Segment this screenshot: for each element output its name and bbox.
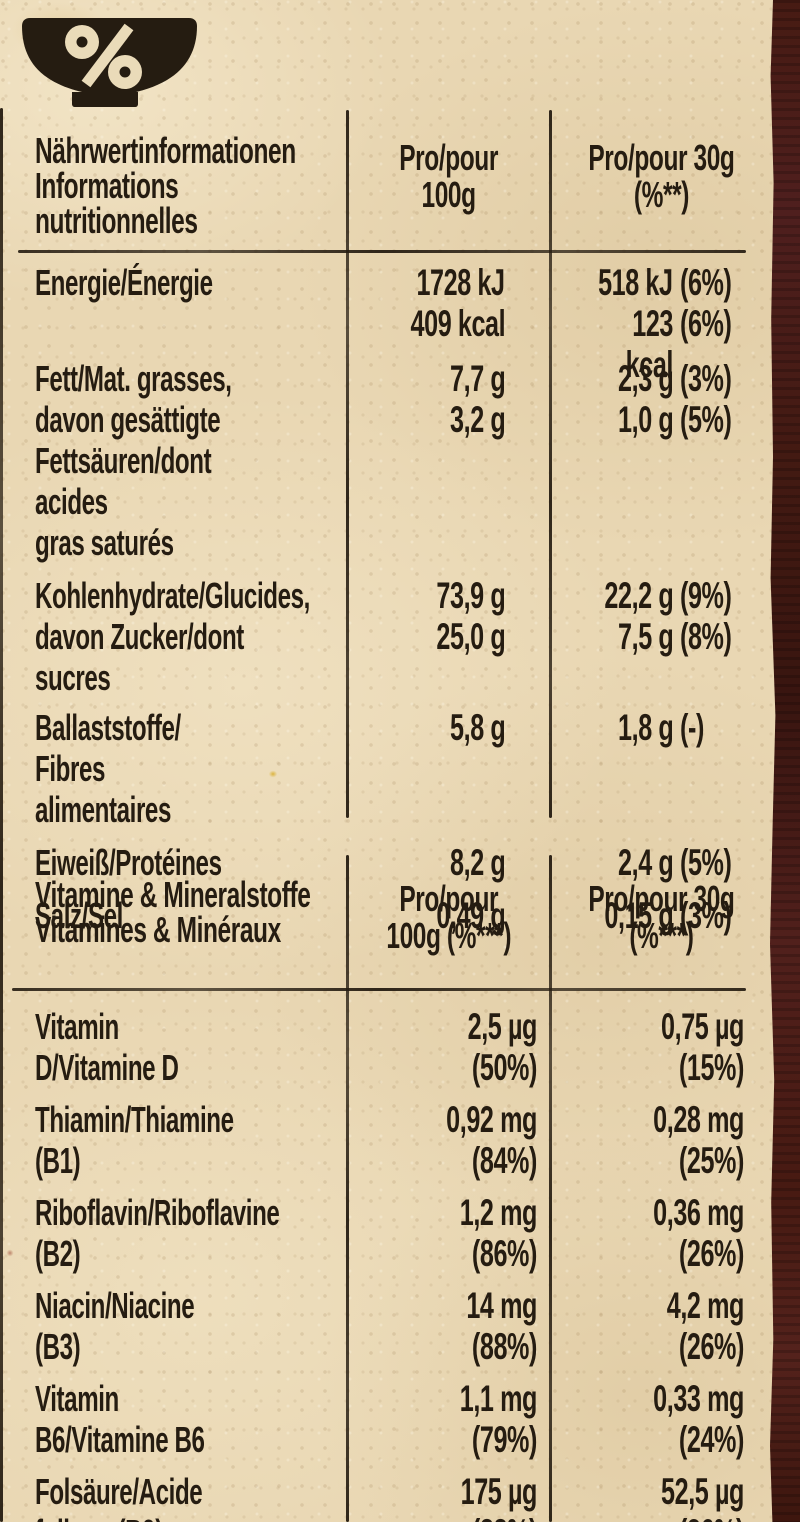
- value-per-30g-percent: (3%): [680, 358, 732, 399]
- table-row-vitamin-d: Vitamin D/Vitamine D 2,5 µg (50%) 0,75 µ…: [0, 1006, 772, 1088]
- value-per-30g: 0,75 µg (15%): [661, 1006, 744, 1088]
- value-per-100g: 0,92 mg (84%): [446, 1099, 537, 1181]
- vitamins-table-title: Vitamine & Mineralstoffe Vitamines & Min…: [35, 874, 440, 950]
- value-per-30g: 518 kJ: [598, 262, 673, 303]
- table-row-fibre: Ballaststoffe/ Fibres alimentaires 5,8 g…: [0, 707, 772, 830]
- value-per-30g-percent: (6%): [680, 303, 732, 344]
- table-row-energy: Energie/Énergie 1728 kJ 409 kcal 518 kJ(…: [0, 262, 772, 385]
- value-per-30g: 2,3 g: [617, 358, 674, 399]
- value-per-100g: 0,49 g: [436, 895, 505, 936]
- table-row-thiamin: Thiamin/Thiamine (B1) 0,92 mg (84%) 0,28…: [0, 1099, 772, 1181]
- percent-bowl-icon: [22, 18, 197, 107]
- value-per-100g: 8,2 g: [449, 842, 506, 883]
- value-per-30g-percent: (3%): [680, 895, 732, 936]
- value-per-30g-percent: (6%): [680, 262, 732, 303]
- value-per-30g: 0,28 mg (25%): [653, 1099, 744, 1181]
- nutrition-table-title-text: Nährwertinformationen Informations nutri…: [35, 130, 296, 241]
- column-divider-4: [549, 855, 552, 1522]
- table-row-vitamin-b6: Vitamin B6/Vitamine B6 1,1 mg (79%) 0,33…: [0, 1378, 772, 1460]
- package-edge-strip: [770, 0, 800, 1522]
- per-30g-header: Pro/pour 30g (%**): [550, 139, 772, 213]
- nutrition-table-title: Nährwertinformationen Informations nutri…: [35, 130, 418, 241]
- value-per-100g: 5,8 g: [449, 707, 506, 748]
- value-per-100g: 25,0 g: [436, 616, 505, 657]
- row-label: Fett/Mat. grasses, davon gesättigte Fett…: [35, 358, 232, 563]
- value-per-30g-percent: (5%): [680, 399, 732, 440]
- table-row-folic-acid: Folsäure/Acide folique (B9) 175 µg (88%)…: [0, 1471, 772, 1522]
- row-label: Energie/Énergie: [35, 262, 213, 303]
- per-30g-header-text: Pro/pour 30g (%**): [587, 137, 735, 215]
- row-label: Kohlenhydrate/Glucides, davon Zucker/don…: [35, 575, 310, 698]
- vitamins-per-100g-header-text: Pro/pour 100g (%***): [386, 878, 511, 956]
- vitamins-rows: Vitamin D/Vitamine D 2,5 µg (50%) 0,75 µ…: [0, 1006, 772, 1522]
- table-row-carbohydrate: Kohlenhydrate/Glucides, davon Zucker/don…: [0, 575, 772, 698]
- vitamins-per-100g-header: Pro/pour 100g (%***): [347, 880, 550, 954]
- value-per-30g: 1,0 g: [617, 399, 674, 440]
- value-per-30g: 22,2 g: [604, 575, 673, 616]
- row-label: Niacin/Niacine (B3): [35, 1285, 195, 1367]
- value-per-30g: 123 kcal: [625, 303, 674, 385]
- value-per-30g: 2,4 g: [617, 842, 674, 883]
- value-per-100g: 73,9 g: [436, 575, 505, 616]
- table-row-protein: Eiweiß/Protéines 8,2 g 2,4 g (5%): [0, 842, 772, 883]
- table-row-salt: Salz/Sel 0,49 g 0,15 g (3%): [0, 895, 772, 936]
- value-per-30g-percent: (5%): [680, 842, 732, 883]
- value-per-30g: 0,15 g: [604, 895, 673, 936]
- row-label: Riboflavin/Riboflavine (B2): [35, 1192, 280, 1274]
- value-per-30g-percent: (9%): [680, 575, 732, 616]
- value-per-30g-percent: (-): [680, 707, 704, 748]
- value-per-100g: 2,5 µg (50%): [467, 1006, 538, 1088]
- row-label: Vitamin B6/Vitamine B6: [35, 1378, 205, 1460]
- value-per-30g: 0,33 mg (24%): [653, 1378, 744, 1460]
- value-per-30g: 7,5 g: [617, 616, 674, 657]
- value-per-100g: 1728 kJ: [416, 262, 505, 303]
- table-left-border: [0, 108, 3, 1522]
- value-per-30g: 1,8 g: [617, 707, 674, 748]
- value-per-30g: 4,2 mg (26%): [666, 1285, 745, 1367]
- row-label: Ballaststoffe/ Fibres alimentaires: [35, 707, 181, 830]
- nutrition-rows: Energie/Énergie 1728 kJ 409 kcal 518 kJ(…: [0, 262, 772, 936]
- value-per-30g: 52,5 µg (26%): [661, 1471, 744, 1522]
- vitamins-table-title-text: Vitamine & Mineralstoffe Vitamines & Min…: [35, 874, 311, 950]
- header-divider: [18, 250, 746, 253]
- column-divider-1: [346, 110, 349, 818]
- table-row-riboflavin: Riboflavin/Riboflavine (B2) 1,2 mg (86%)…: [0, 1192, 772, 1274]
- vitamins-per-30g-header: Pro/pour 30g (%***): [550, 880, 772, 954]
- row-label: Eiweiß/Protéines: [35, 842, 222, 883]
- row-label: Salz/Sel: [35, 895, 123, 936]
- value-per-100g: 1,2 mg (86%): [459, 1192, 538, 1274]
- per-100g-header-text: Pro/pour 100g: [399, 137, 498, 215]
- value-per-30g-percent: (8%): [680, 616, 732, 657]
- vitamins-per-30g-header-text: Pro/pour 30g (%***): [587, 878, 735, 956]
- row-label: Folsäure/Acide folique (B9): [35, 1471, 203, 1522]
- column-divider-3: [346, 855, 349, 1522]
- vitamins-header-divider: [12, 988, 746, 991]
- value-per-100g: 3,2 g: [449, 399, 506, 440]
- value-per-100g: 1,1 mg (79%): [459, 1378, 538, 1460]
- value-per-100g: 7,7 g: [449, 358, 506, 399]
- value-per-30g: 0,36 mg (26%): [653, 1192, 744, 1274]
- per-100g-header: Pro/pour 100g: [347, 139, 550, 213]
- column-divider-2: [549, 110, 552, 818]
- row-label: Thiamin/Thiamine (B1): [35, 1099, 234, 1181]
- value-per-100g: 409 kcal: [410, 303, 505, 344]
- value-per-100g: 175 µg (88%): [460, 1471, 538, 1522]
- value-per-100g: 14 mg (88%): [466, 1285, 537, 1367]
- table-row-niacin: Niacin/Niacine (B3) 14 mg (88%) 4,2 mg (…: [0, 1285, 772, 1367]
- row-label: Vitamin D/Vitamine D: [35, 1006, 179, 1088]
- table-row-fat: Fett/Mat. grasses, davon gesättigte Fett…: [0, 358, 772, 563]
